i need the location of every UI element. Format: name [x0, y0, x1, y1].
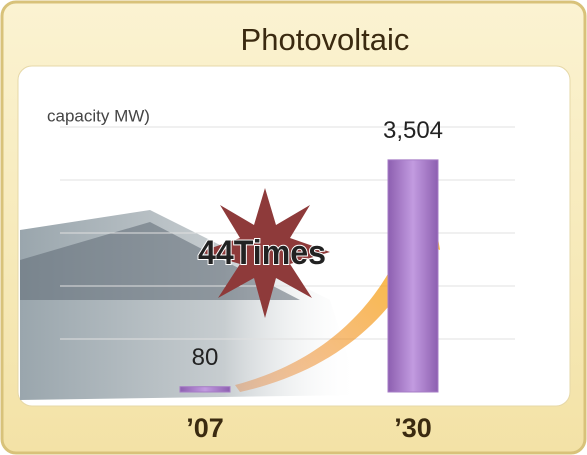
- value-label: 3,504: [383, 117, 443, 144]
- annotation: 44Times: [198, 234, 326, 272]
- x-tick-label: ’07: [186, 413, 224, 443]
- axis-label: capacity MW): [47, 106, 150, 125]
- value-label: 80: [192, 344, 219, 371]
- bar: [179, 386, 231, 393]
- bar: [387, 159, 439, 393]
- burst: [200, 188, 330, 318]
- chart-title: Photovoltaic: [241, 22, 410, 57]
- x-tick-label: ’30: [394, 413, 432, 443]
